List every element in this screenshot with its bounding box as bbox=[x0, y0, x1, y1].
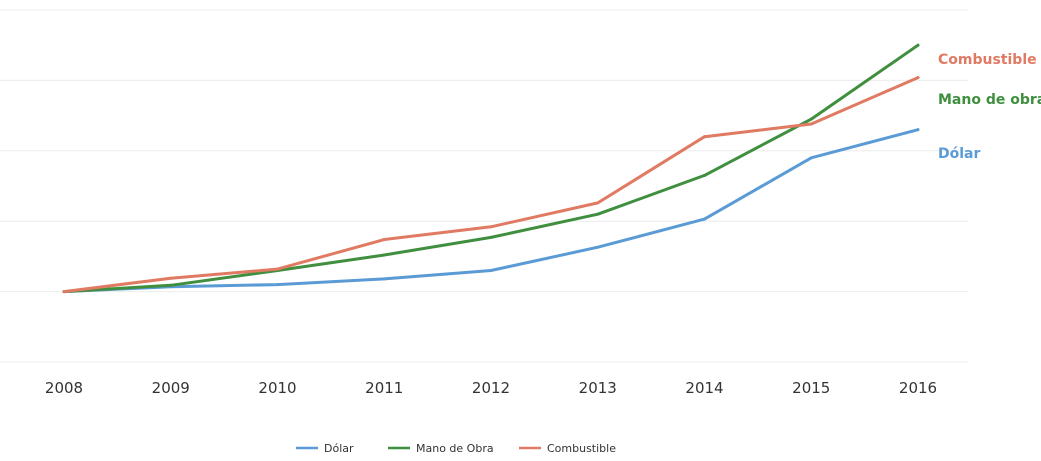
series-end-label: Combustible bbox=[938, 52, 1037, 68]
data-point bbox=[169, 283, 173, 287]
data-point bbox=[596, 245, 600, 249]
x-tick-label: 2008 bbox=[45, 379, 83, 397]
x-tick-label: 2011 bbox=[365, 379, 403, 397]
data-point bbox=[596, 201, 600, 205]
data-point bbox=[382, 277, 386, 281]
data-point bbox=[276, 283, 279, 287]
data-point bbox=[276, 267, 279, 271]
x-tick-label: 2010 bbox=[258, 379, 296, 397]
x-axis-ticks: 2008 2009 2010 2011 2012 2013 2014 2015 2016 bbox=[45, 379, 937, 397]
series-line-2 bbox=[62, 76, 920, 294]
data-point bbox=[809, 156, 813, 160]
series-end-label: Mano de obra bbox=[938, 92, 1041, 108]
series-line-0 bbox=[62, 128, 920, 294]
data-point bbox=[809, 122, 813, 126]
legend: Dólar Mano de Obra Combustible bbox=[296, 442, 616, 455]
gridlines bbox=[0, 9, 968, 363]
data-point bbox=[596, 212, 600, 216]
data-point bbox=[916, 43, 920, 47]
legend-label: Combustible bbox=[547, 442, 616, 455]
series-end-label: Dólar bbox=[938, 146, 980, 162]
x-tick-label: 2013 bbox=[579, 379, 617, 397]
series-end-labels: Dólar Mano de obra Combustible bbox=[938, 52, 1041, 162]
data-point bbox=[703, 173, 706, 177]
data-point bbox=[489, 268, 493, 272]
data-point bbox=[703, 217, 706, 221]
x-tick-label: 2012 bbox=[472, 379, 510, 397]
data-point bbox=[382, 238, 386, 242]
data-point bbox=[169, 276, 173, 280]
x-tick-label: 2016 bbox=[899, 379, 937, 397]
data-point bbox=[489, 235, 493, 239]
data-point bbox=[809, 117, 813, 121]
data-point bbox=[916, 76, 920, 80]
x-tick-label: 2009 bbox=[152, 379, 190, 397]
series-lines bbox=[62, 43, 920, 294]
x-tick-label: 2015 bbox=[792, 379, 830, 397]
data-point bbox=[382, 253, 386, 257]
data-point bbox=[703, 135, 706, 139]
x-tick-label: 2014 bbox=[685, 379, 723, 397]
legend-label: Mano de Obra bbox=[416, 442, 494, 455]
data-point bbox=[489, 225, 493, 229]
data-point bbox=[916, 128, 920, 132]
legend-label: Dólar bbox=[324, 442, 354, 455]
data-point bbox=[62, 290, 66, 294]
